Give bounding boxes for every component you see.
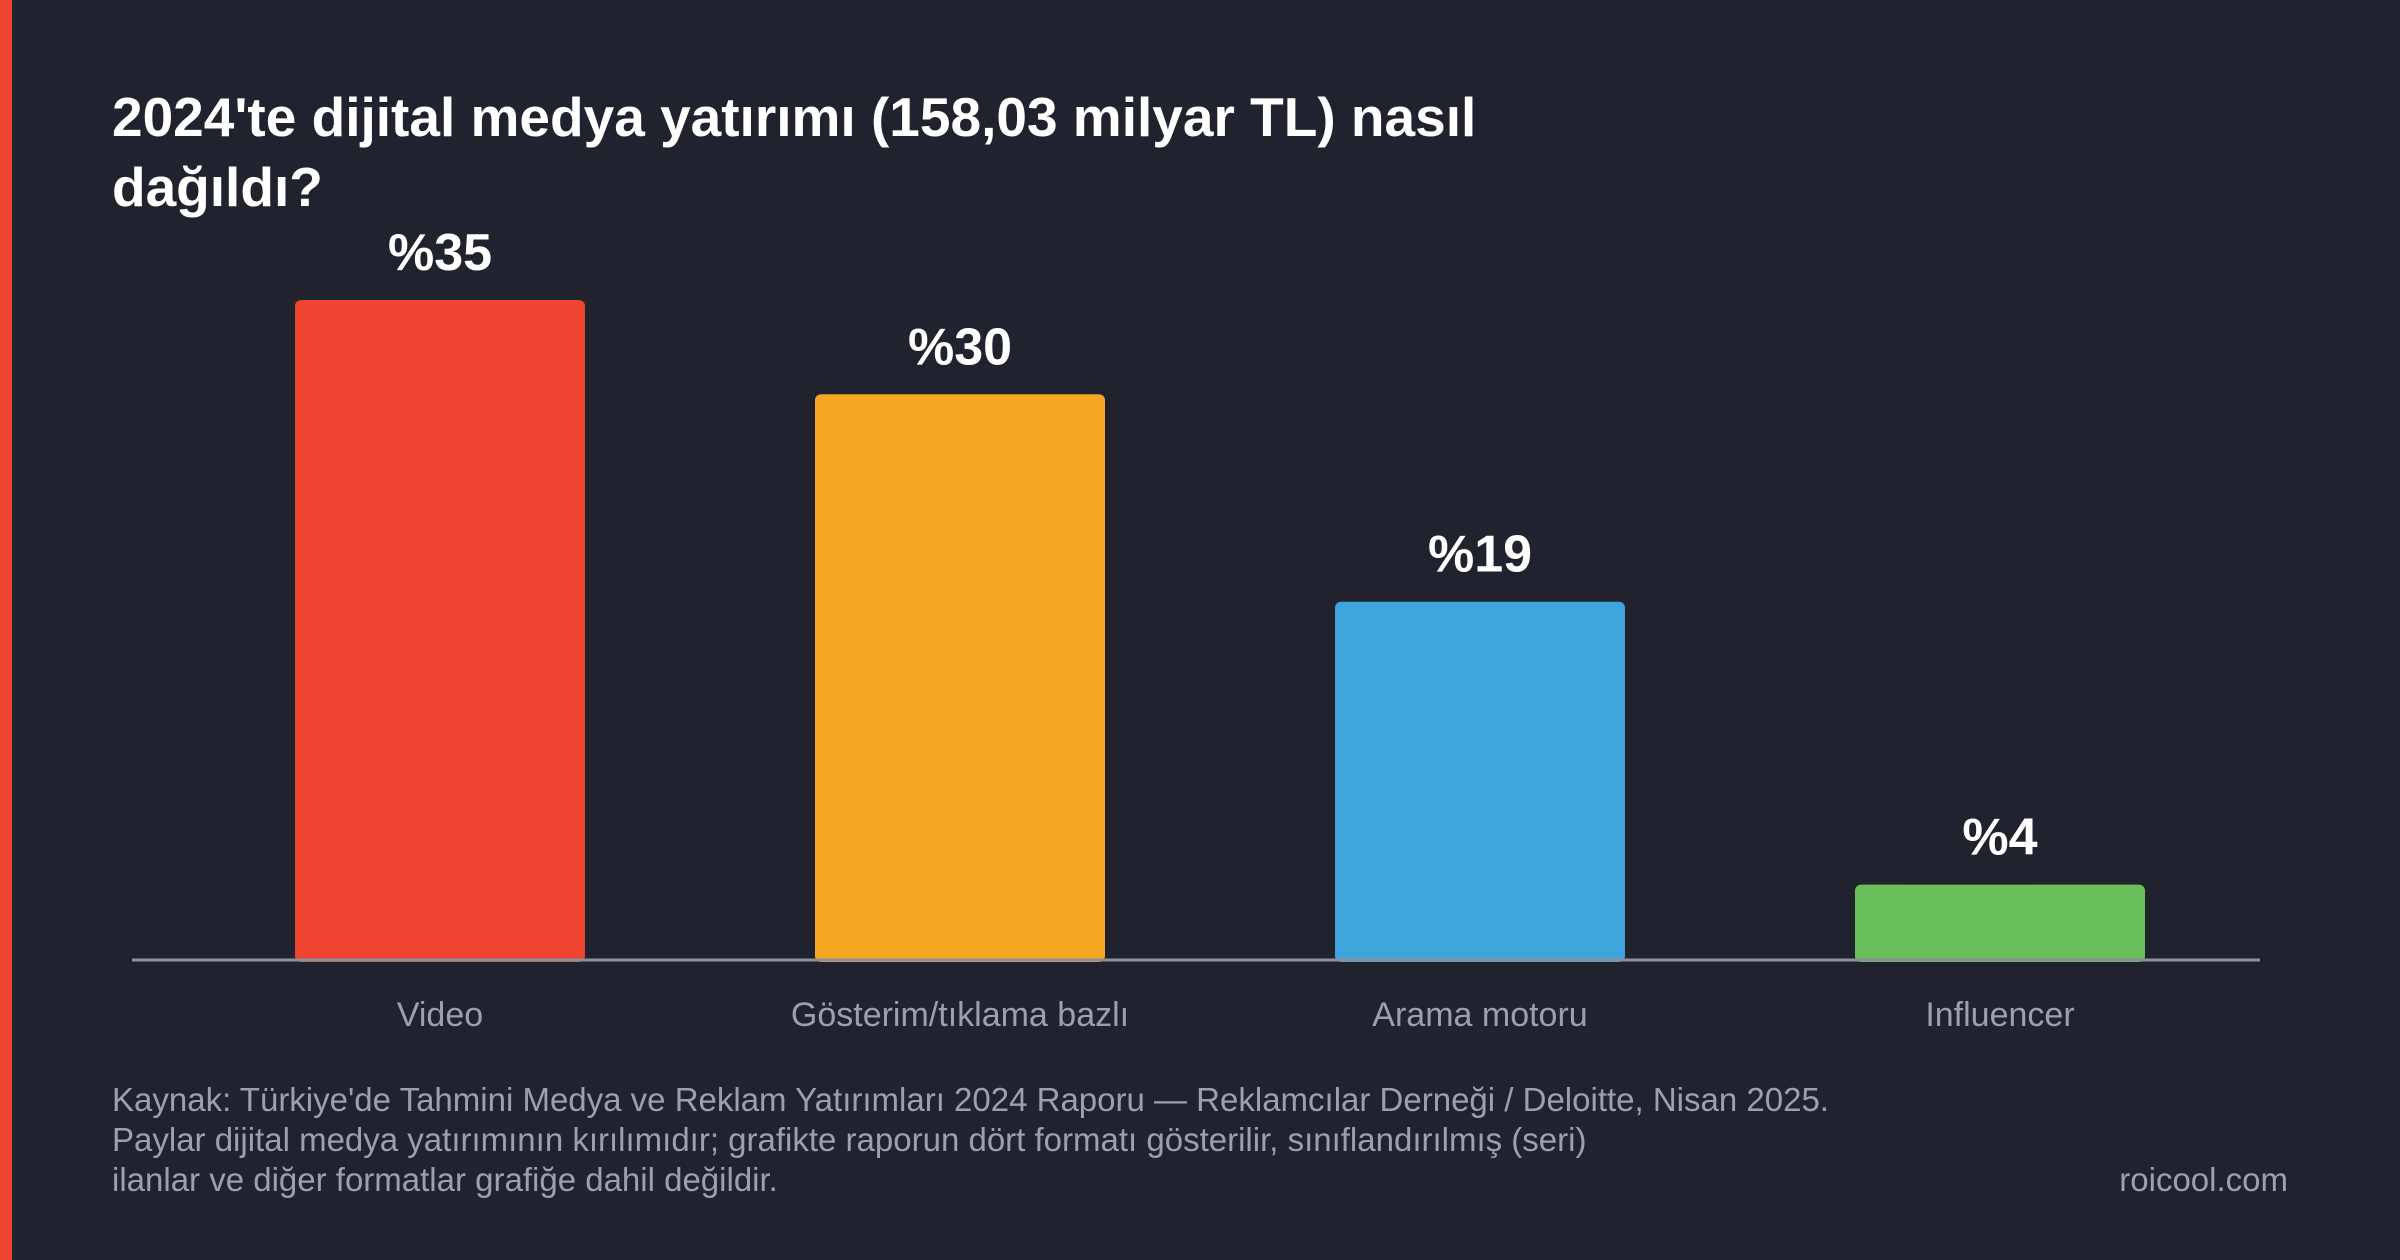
source-line: Paylar dijital medya yatırımının kırılım…: [112, 1121, 1587, 1158]
accent-stripe: [0, 0, 12, 1260]
bar: [815, 394, 1105, 962]
bar: [295, 300, 585, 962]
category-label: Video: [397, 996, 483, 1034]
value-label: %19: [1428, 526, 1532, 584]
source-note: Kaynak: Türkiye'de Tahmini Medya ve Rekl…: [112, 1080, 2012, 1200]
source-line: Kaynak: Türkiye'de Tahmini Medya ve Rekl…: [112, 1081, 1829, 1118]
category-label: Gösterim/tıklama bazlı: [791, 996, 1129, 1034]
bar: [1855, 884, 2145, 962]
value-label: %35: [388, 224, 492, 282]
chart-title: 2024'te dijital medya yatırımı (158,03 m…: [112, 86, 1477, 218]
value-label: %30: [908, 318, 1012, 376]
source-line: ilanlar ve diğer formatlar grafiğe dahil…: [112, 1161, 778, 1198]
category-label: Influencer: [1925, 996, 2074, 1034]
bar: [1335, 601, 1625, 962]
brand-link[interactable]: roicool.com: [2119, 1161, 2288, 1198]
category-label: Arama motoru: [1372, 996, 1587, 1034]
value-label: %4: [1962, 809, 2037, 867]
